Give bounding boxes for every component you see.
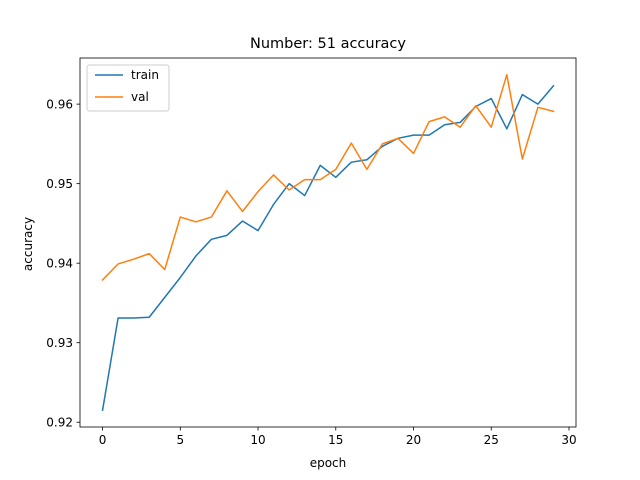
y-tick-label: 0.95: [46, 177, 73, 191]
legend: train val: [86, 64, 170, 112]
legend-box: [86, 64, 170, 112]
y-tick-label: 0.94: [46, 256, 73, 270]
chart-title: Number: 51 accuracy: [250, 36, 406, 52]
x-tick-label: 10: [250, 433, 265, 447]
series-line-val: [101, 73, 555, 281]
x-axis-label: epoch: [310, 456, 347, 470]
legend-label-val: val: [131, 90, 149, 104]
plot-area: 0 5 10 15 20 25 30 0.92 0.93 0.94 0.95 0.96: [46, 57, 577, 447]
x-tick-label: 15: [328, 433, 343, 447]
y-tick-label: 0.93: [46, 336, 73, 350]
x-tick-label: 5: [176, 433, 184, 447]
x-tick-label: 0: [99, 433, 107, 447]
axes-frame: [79, 57, 577, 428]
y-axis-label: accuracy: [21, 217, 35, 271]
x-tick-label: 20: [406, 433, 421, 447]
y-tick-label: 0.92: [46, 415, 73, 429]
y-tick-label: 0.96: [46, 97, 73, 111]
x-tick-label: 25: [484, 433, 499, 447]
series-line-train: [101, 84, 555, 412]
x-tick-label: 30: [561, 433, 576, 447]
legend-label-train: train: [131, 68, 159, 82]
